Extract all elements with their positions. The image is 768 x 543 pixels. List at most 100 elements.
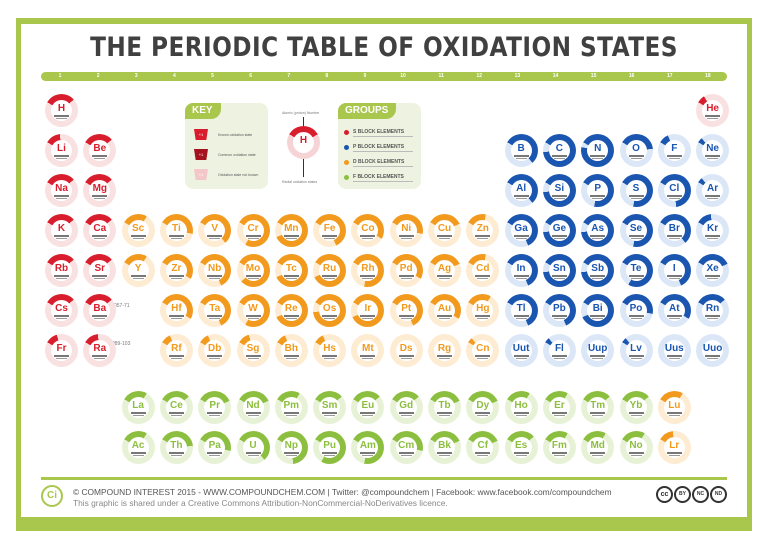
element-symbol: Rb — [54, 263, 69, 274]
element-tile: Mt — [351, 334, 385, 367]
element-mass-bar — [56, 198, 67, 199]
element-tile: Br — [657, 214, 691, 247]
element-mass-bar — [94, 158, 106, 159]
element-mass-bar — [553, 198, 565, 199]
element-mass-bar — [439, 358, 450, 359]
element-tile: He — [696, 94, 730, 127]
element-name-bar — [322, 235, 338, 237]
element-symbol: Te — [630, 263, 642, 274]
element-mass-bar — [209, 238, 221, 239]
lanthanide-placeholder: 057-71 — [114, 303, 130, 309]
element-symbol: Uup — [587, 343, 608, 354]
key-item-label: Known oxidation state — [218, 132, 253, 137]
element-name-bar — [513, 235, 529, 237]
element-tile: As — [581, 214, 615, 247]
element-tile: Yb — [619, 391, 653, 424]
element-mass-bar — [362, 415, 374, 416]
compound-interest-logo: Ci — [41, 485, 63, 507]
element-mass-bar — [170, 318, 182, 319]
element-mass-bar — [515, 278, 527, 279]
element-name-bar — [322, 452, 338, 454]
element-symbol: Lu — [668, 400, 681, 411]
element-tile: Th — [159, 431, 193, 464]
element-name-bar — [283, 235, 299, 237]
element-name-bar — [360, 275, 376, 277]
element-mass-bar — [324, 358, 336, 359]
element-symbol: Cd — [476, 263, 490, 274]
element-symbol: Bi — [592, 303, 603, 314]
element-symbol: Ru — [322, 263, 337, 274]
by-icon: BY — [674, 486, 691, 503]
element-tile: Bk — [428, 431, 461, 464]
group-number: 2 — [96, 73, 100, 79]
page-title: THE PERIODIC TABLE OF OXIDATION STATES — [90, 32, 678, 63]
element-symbol: Ar — [707, 183, 719, 194]
element-mass-bar — [668, 278, 680, 279]
element-name-bar — [168, 275, 184, 277]
key-item-known: +1 Known oxidation state — [194, 129, 252, 140]
element-mass-bar — [362, 358, 374, 359]
element-tile: Tm — [581, 391, 615, 424]
element-symbol: Pm — [283, 400, 300, 411]
element-tile: Cu — [428, 214, 461, 247]
element-symbol: S — [632, 183, 640, 194]
element-mass-bar — [707, 118, 719, 119]
element-mass-bar — [592, 358, 604, 359]
element-tile: Be — [83, 134, 117, 167]
group-number: 14 — [552, 73, 559, 79]
element-name-bar — [513, 155, 529, 157]
element-mass-bar — [515, 358, 527, 359]
groups-tag: GROUPS — [338, 103, 397, 119]
element-tile: Uuo — [696, 334, 730, 367]
element-tile: Pu — [313, 431, 347, 464]
element-tile: Uut — [504, 334, 538, 367]
element-tile: Eu — [351, 391, 385, 424]
key-item-label: Common oxidation state — [218, 152, 256, 157]
element-mass-bar — [439, 278, 450, 279]
element-mass-bar — [56, 238, 67, 239]
element-tile: Cn — [466, 334, 500, 367]
element-name-bar — [590, 195, 606, 197]
element-name-bar — [513, 412, 529, 414]
element-tile: Tb — [428, 391, 461, 424]
element-symbol: Rg — [437, 343, 452, 354]
groups-panel: GROUPS S BLOCK ELEMENTS P BLOCK ELEMENTS… — [338, 103, 421, 189]
element-symbol: Uuo — [702, 343, 723, 354]
element-tile: Cd — [466, 254, 500, 287]
element-tile: Co — [351, 214, 385, 247]
element-mass-bar — [209, 358, 221, 359]
element-name-bar — [130, 275, 146, 277]
element-tile: La — [121, 391, 155, 424]
element-mass-bar — [170, 238, 182, 239]
element-name-bar — [360, 452, 376, 454]
group-number-bar: 1 2 3 4 5 6 7 8 9 10 11 12 13 14 15 16 17 18 — [41, 72, 727, 81]
element-symbol: In — [516, 263, 526, 274]
element-mass-bar — [592, 158, 604, 159]
element-symbol: Lr — [669, 440, 680, 451]
element-mass-bar — [553, 158, 565, 159]
element-tile: Kr — [696, 214, 730, 247]
element-name-bar — [322, 355, 338, 357]
element-tile: Al — [504, 174, 538, 207]
element-mass-bar — [553, 358, 565, 359]
element-name-bar — [398, 315, 414, 317]
element-name-bar — [551, 355, 567, 357]
element-name-bar — [54, 195, 69, 197]
element-tile: Er — [542, 391, 576, 424]
element-mass-bar — [592, 238, 604, 239]
element-mass-bar — [362, 238, 374, 239]
element-name-bar — [168, 235, 184, 237]
unknown-state-swatch: +1 — [194, 169, 208, 180]
element-name-bar — [54, 355, 69, 357]
element-tile: Ar — [696, 174, 730, 207]
element-name-bar — [245, 235, 261, 237]
key-tag: KEY — [185, 103, 221, 119]
element-symbol: Br — [668, 223, 680, 234]
element-tile: Lv — [619, 334, 653, 367]
element-mass-bar — [553, 238, 565, 239]
element-name-bar — [437, 275, 452, 277]
element-name-bar — [705, 195, 721, 197]
element-symbol: Uus — [664, 343, 684, 354]
element-name-bar — [628, 355, 644, 357]
element-mass-bar — [400, 358, 412, 359]
